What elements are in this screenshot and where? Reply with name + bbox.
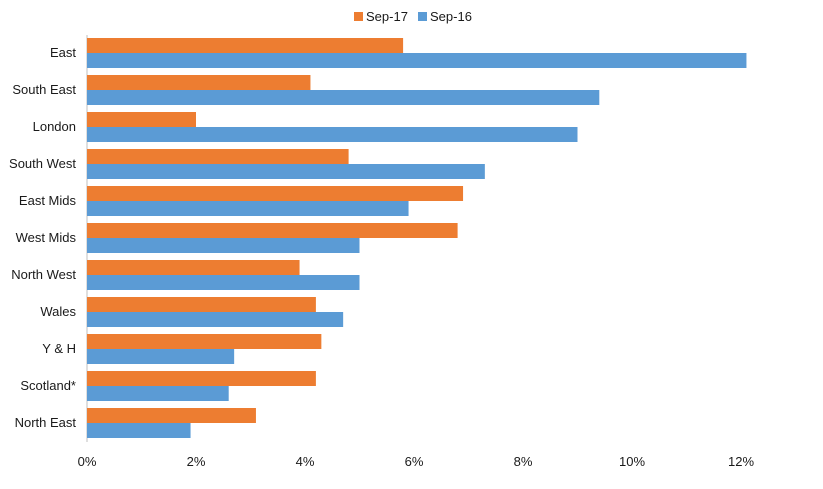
category-label: South West: [9, 156, 76, 171]
bar-sep-17: [87, 334, 322, 349]
x-tick-label: 10%: [619, 454, 645, 469]
bar-sep-17: [87, 75, 311, 90]
legend-swatch-sep-16: [418, 12, 427, 21]
x-tick-label: 0%: [78, 454, 97, 469]
bar-sep-17: [87, 297, 316, 312]
category-label: West Mids: [16, 230, 77, 245]
bar-sep-16: [87, 201, 409, 216]
x-tick-label: 6%: [405, 454, 424, 469]
legend-label-sep-17: Sep-17: [366, 9, 408, 24]
y-axis: East South East London South West East Mids W…: [9, 35, 88, 442]
bar-sep-17: [87, 223, 458, 238]
bars: [87, 38, 747, 438]
bar-sep-17: [87, 408, 256, 423]
legend: Sep-17 Sep-16: [354, 9, 472, 24]
bar-sep-16: [87, 349, 235, 364]
category-label: North West: [11, 267, 76, 282]
x-tick-label: 12%: [728, 454, 754, 469]
bar-sep-17: [87, 186, 464, 201]
category-label: Wales: [40, 304, 76, 319]
bar-sep-16: [87, 53, 747, 68]
bar-sep-17: [87, 260, 300, 275]
bar-sep-16: [87, 164, 485, 179]
x-tick-label: 4%: [296, 454, 315, 469]
bar-sep-17: [87, 112, 196, 127]
bar-sep-16: [87, 275, 360, 290]
bar-sep-17: [87, 38, 404, 53]
bar-sep-16: [87, 386, 229, 401]
bar-sep-16: [87, 423, 191, 438]
category-label: Scotland*: [20, 378, 76, 393]
category-label: North East: [15, 415, 77, 430]
category-label: East Mids: [19, 193, 77, 208]
bar-sep-16: [87, 127, 578, 142]
bar-sep-17: [87, 149, 349, 164]
bar-sep-16: [87, 90, 600, 105]
bar-sep-17: [87, 371, 316, 386]
category-label: South East: [12, 82, 76, 97]
category-label: East: [50, 45, 76, 60]
legend-label-sep-16: Sep-16: [430, 9, 472, 24]
bar-sep-16: [87, 238, 360, 253]
x-axis: 0% 2% 4% 6% 8% 10% 12%: [78, 454, 755, 469]
legend-swatch-sep-17: [354, 12, 363, 21]
bar-sep-16: [87, 312, 344, 327]
x-tick-label: 8%: [514, 454, 533, 469]
category-label: London: [33, 119, 76, 134]
category-label: Y & H: [42, 341, 76, 356]
x-tick-label: 2%: [187, 454, 206, 469]
